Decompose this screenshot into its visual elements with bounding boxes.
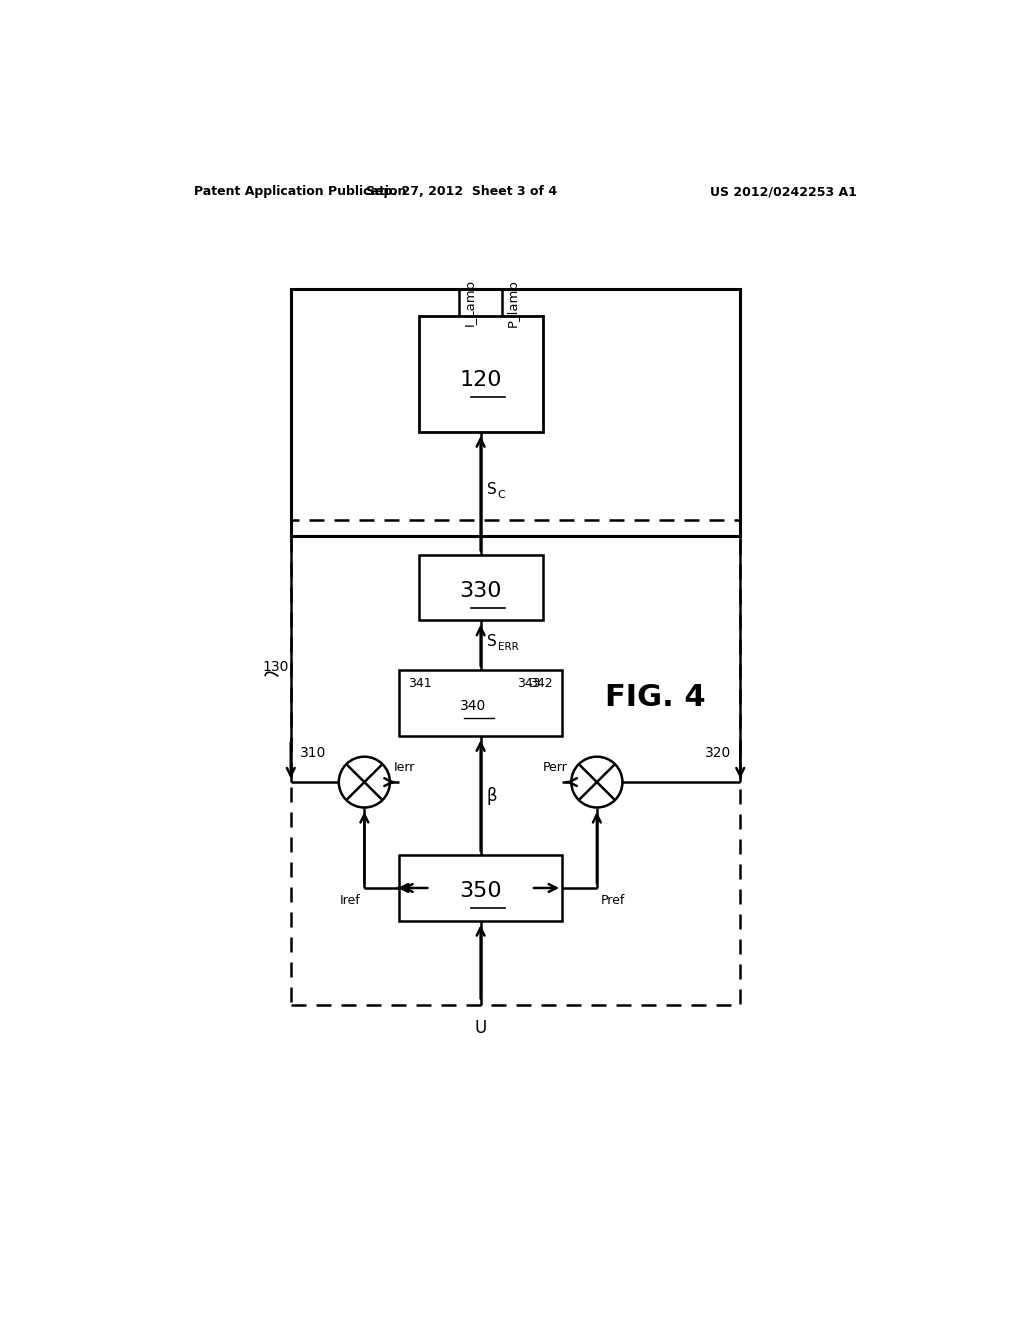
Text: Ierr: Ierr — [394, 762, 415, 775]
Text: ERR: ERR — [498, 642, 518, 652]
Text: 320: 320 — [705, 746, 731, 760]
Bar — [291, 289, 740, 536]
Text: 340: 340 — [460, 700, 486, 713]
Text: Sep. 27, 2012  Sheet 3 of 4: Sep. 27, 2012 Sheet 3 of 4 — [366, 185, 557, 198]
Text: Iref: Iref — [340, 894, 360, 907]
Text: S: S — [486, 482, 497, 498]
Bar — [419, 554, 543, 620]
Text: C: C — [498, 490, 506, 500]
Bar — [291, 520, 740, 1006]
Text: 350: 350 — [460, 882, 502, 902]
Text: 343: 343 — [517, 677, 541, 689]
Bar — [399, 855, 562, 921]
Text: 120: 120 — [460, 370, 502, 389]
Text: S: S — [486, 634, 497, 649]
Circle shape — [571, 756, 623, 808]
Text: FIG. 4: FIG. 4 — [605, 682, 706, 711]
Text: β: β — [486, 787, 498, 805]
Text: U: U — [474, 1019, 486, 1038]
Text: I_Lamp: I_Lamp — [464, 280, 476, 326]
Text: 341: 341 — [409, 677, 432, 689]
Text: 330: 330 — [460, 581, 502, 601]
Text: 310: 310 — [300, 746, 327, 760]
Text: Pref: Pref — [601, 894, 625, 907]
Text: 342: 342 — [529, 677, 553, 689]
Circle shape — [339, 756, 390, 808]
Text: P_lamp: P_lamp — [507, 279, 520, 327]
Bar — [419, 317, 543, 432]
Bar — [399, 671, 562, 737]
Text: 130: 130 — [263, 660, 289, 673]
Text: Perr: Perr — [543, 762, 567, 775]
Text: US 2012/0242253 A1: US 2012/0242253 A1 — [710, 185, 856, 198]
Text: Patent Application Publication: Patent Application Publication — [194, 185, 407, 198]
